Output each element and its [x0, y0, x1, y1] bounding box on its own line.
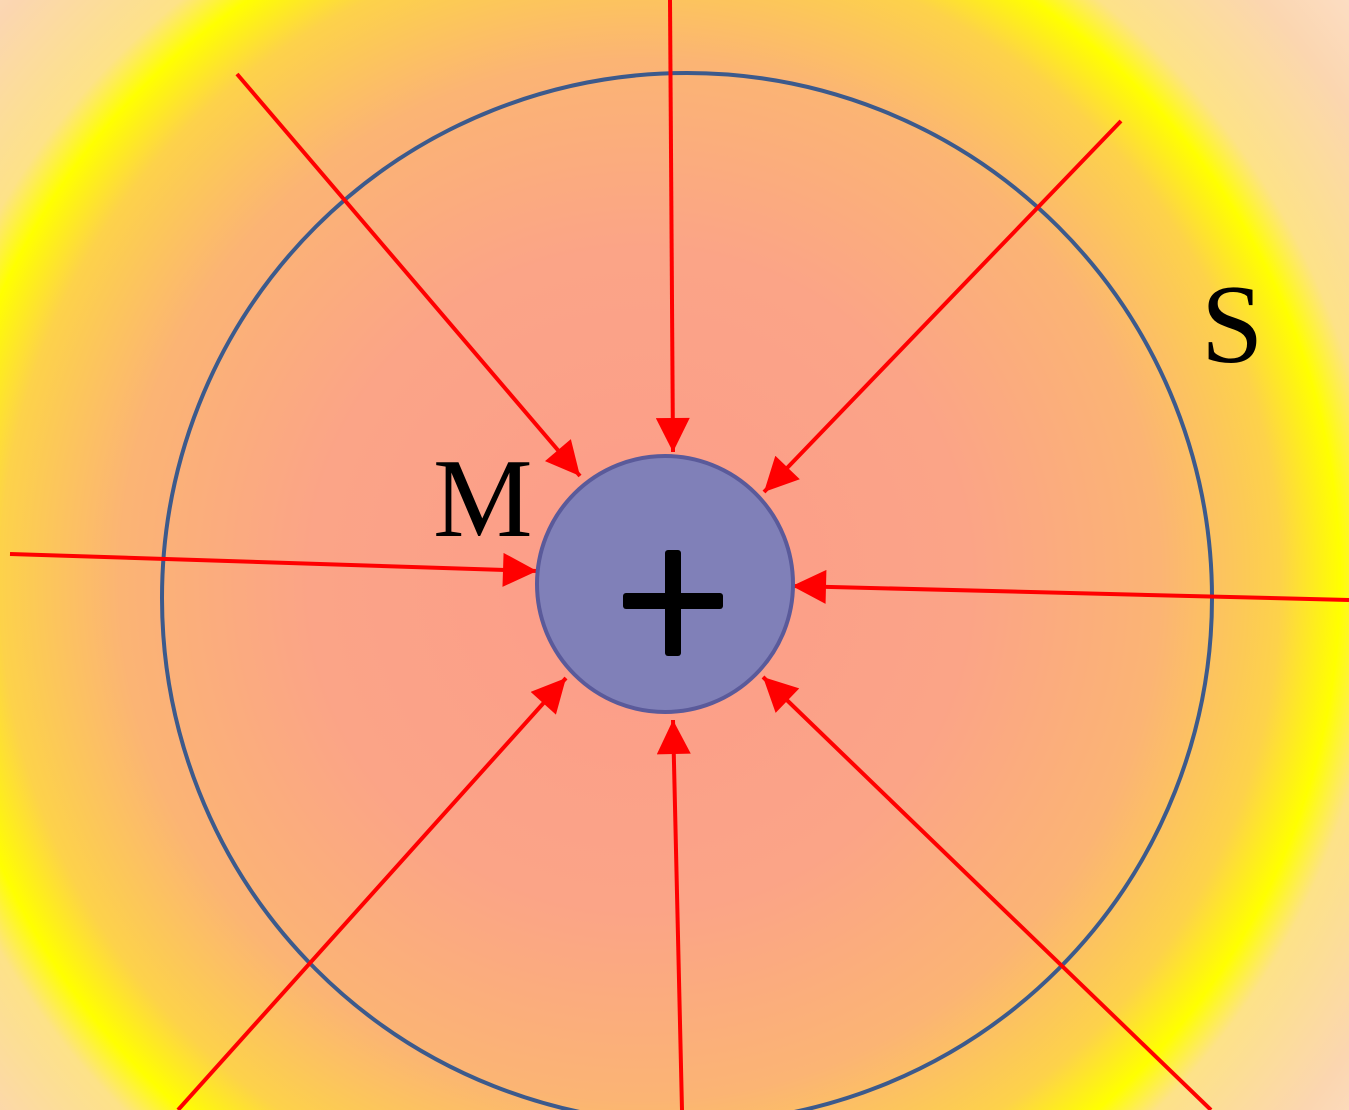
field-line-top-left — [235, 72, 582, 478]
charge-label: M — [433, 437, 533, 561]
field-line-top-right — [762, 119, 1123, 494]
field-line-left — [9, 552, 538, 587]
field-line-bottom-right — [761, 675, 1213, 1110]
plus-sign-icon — [623, 550, 723, 656]
field-line-top — [655, 0, 690, 453]
field-line-bottom — [656, 719, 691, 1110]
surface-label: S — [1201, 263, 1263, 387]
field-lines — [9, 0, 1349, 1110]
field-line-right — [791, 569, 1349, 604]
field-line-bottom-left — [176, 676, 568, 1110]
